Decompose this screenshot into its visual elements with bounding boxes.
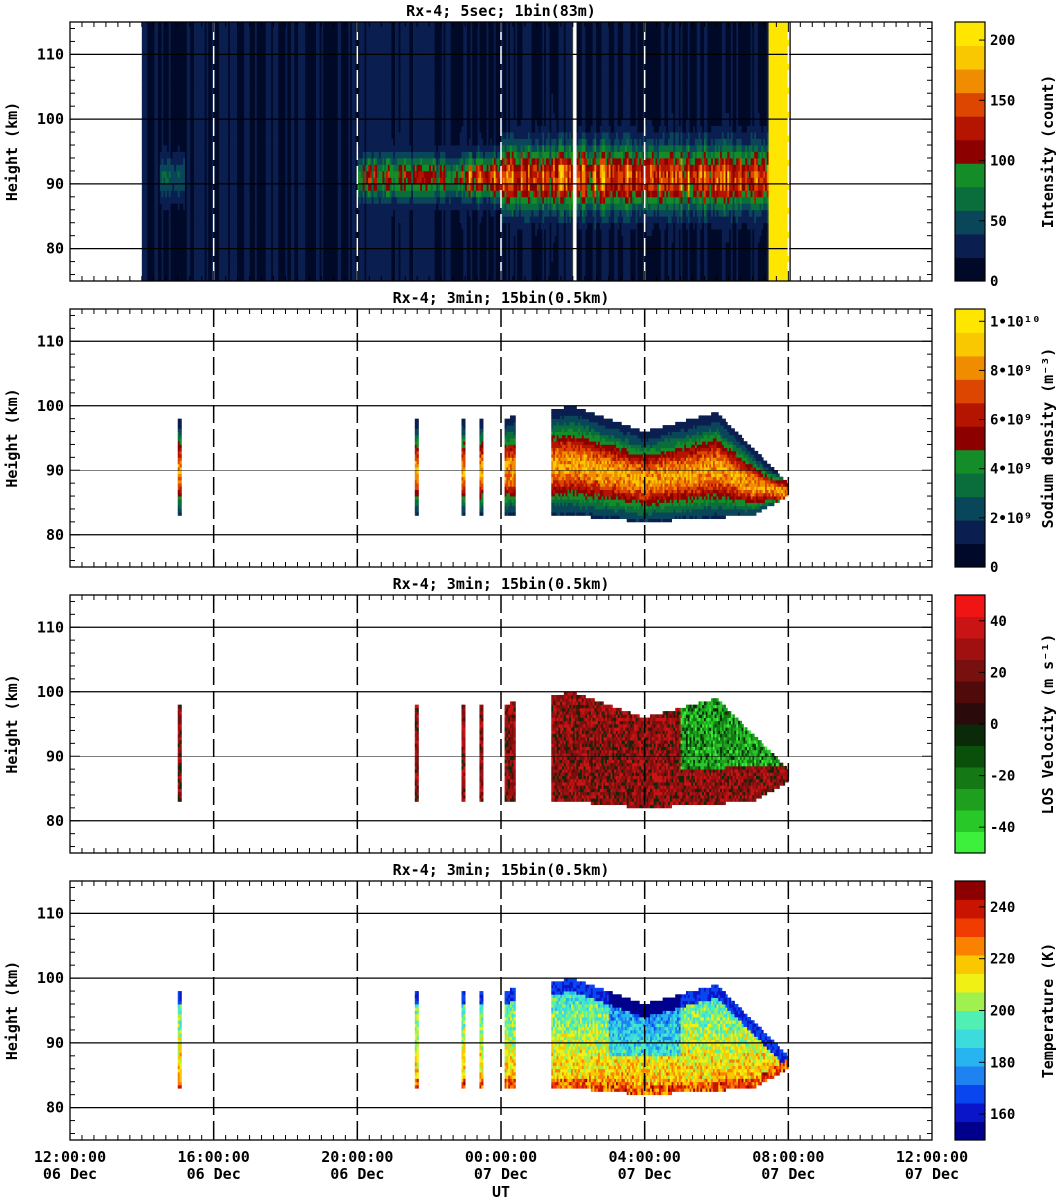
lidar-figure: 8090100110Height (km)Rx-4; 5sec; 1bin(83… — [0, 0, 1062, 1200]
heatmap-panel-1 — [142, 22, 791, 281]
